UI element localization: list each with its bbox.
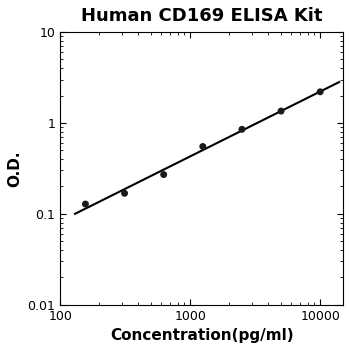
- Point: [122, 190, 127, 196]
- Point: [200, 144, 205, 149]
- Point: [161, 172, 167, 177]
- Point: [83, 201, 88, 207]
- Point: [317, 89, 323, 95]
- Point: [239, 127, 245, 132]
- Title: Human CD169 ELISA Kit: Human CD169 ELISA Kit: [81, 7, 322, 25]
- X-axis label: Concentration(pg/ml): Concentration(pg/ml): [110, 328, 293, 343]
- Y-axis label: O.D.: O.D.: [7, 150, 22, 187]
- Point: [278, 108, 284, 114]
